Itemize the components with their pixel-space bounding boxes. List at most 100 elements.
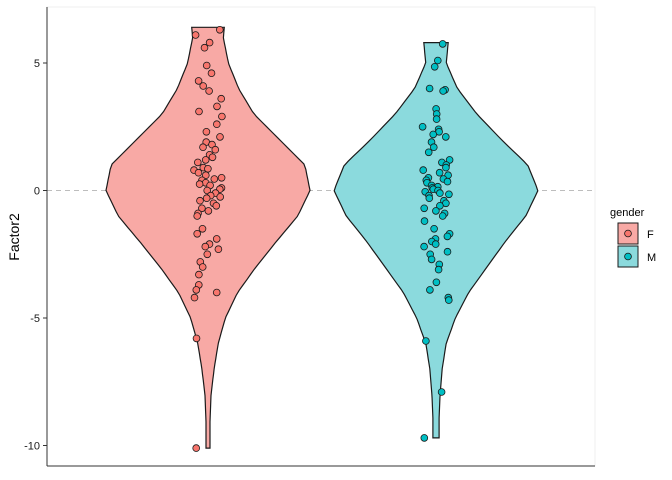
legend-key-point-F bbox=[624, 229, 632, 238]
legend-label-M: M bbox=[647, 252, 656, 264]
data-point-M bbox=[426, 286, 434, 294]
data-point-F bbox=[214, 245, 223, 254]
violin-F bbox=[105, 26, 311, 449]
data-point-F bbox=[201, 242, 210, 251]
y-tick-label: -5 bbox=[30, 313, 40, 325]
legend: gender FM bbox=[610, 207, 656, 268]
data-point-F bbox=[195, 270, 203, 279]
data-point-M bbox=[419, 166, 428, 174]
data-point-M bbox=[429, 130, 438, 139]
data-point-F bbox=[203, 186, 212, 195]
plot-panel bbox=[46, 6, 596, 467]
data-point-F bbox=[216, 25, 224, 34]
data-point-M bbox=[437, 388, 446, 396]
data-point-M bbox=[425, 84, 434, 93]
data-point-F bbox=[202, 194, 211, 203]
data-point-M bbox=[445, 190, 453, 199]
data-point-F bbox=[199, 143, 207, 152]
data-point-F bbox=[194, 158, 202, 167]
data-point-M bbox=[443, 232, 452, 241]
data-point-F bbox=[198, 225, 207, 233]
data-point-M bbox=[434, 265, 443, 274]
data-point-F bbox=[190, 293, 199, 302]
data-point-M bbox=[430, 63, 439, 71]
data-point-F bbox=[204, 207, 213, 215]
data-point-M bbox=[430, 225, 438, 233]
data-point-M bbox=[427, 255, 436, 264]
y-tick-label: 0 bbox=[34, 186, 40, 198]
points-layer bbox=[190, 25, 454, 452]
data-point-M bbox=[435, 168, 444, 177]
data-point-F bbox=[199, 82, 208, 90]
data-point-F bbox=[212, 202, 221, 210]
y-axis-title: Factor2 bbox=[6, 213, 22, 261]
data-point-M bbox=[432, 115, 441, 123]
data-point-F bbox=[191, 31, 200, 39]
data-point-M bbox=[432, 207, 440, 215]
data-point-F bbox=[192, 444, 201, 452]
data-point-F bbox=[198, 263, 207, 271]
data-point-F bbox=[212, 288, 221, 297]
y-tick-label: 5 bbox=[34, 58, 40, 70]
data-point-F bbox=[203, 250, 212, 259]
data-point-F bbox=[195, 107, 203, 116]
data-point-M bbox=[441, 133, 450, 141]
data-point-M bbox=[420, 204, 429, 213]
legend-title: gender bbox=[610, 207, 645, 219]
data-point-F bbox=[218, 112, 226, 121]
data-point-M bbox=[420, 242, 428, 251]
data-point-M bbox=[443, 247, 452, 256]
data-point-F bbox=[207, 69, 216, 77]
data-point-F bbox=[217, 174, 226, 182]
data-point-F bbox=[192, 334, 201, 343]
data-point-F bbox=[194, 168, 203, 177]
data-point-M bbox=[420, 217, 429, 225]
data-point-M bbox=[439, 87, 447, 95]
data-point-F bbox=[216, 193, 225, 201]
legend-label-F: F bbox=[647, 229, 654, 241]
data-point-F bbox=[211, 145, 220, 154]
data-point-F bbox=[216, 133, 224, 141]
data-point-M bbox=[442, 163, 450, 172]
data-point-M bbox=[420, 434, 429, 442]
data-point-F bbox=[205, 38, 214, 47]
data-point-F bbox=[217, 94, 226, 103]
legend-key-point-M bbox=[624, 252, 632, 261]
data-point-M bbox=[418, 123, 427, 131]
data-point-F bbox=[213, 102, 221, 111]
data-point-F bbox=[192, 286, 201, 294]
data-point-F bbox=[200, 43, 209, 52]
data-point-M bbox=[438, 40, 447, 48]
data-point-F bbox=[201, 156, 210, 164]
data-point-F bbox=[198, 204, 206, 213]
data-point-M bbox=[433, 56, 442, 65]
data-point-M bbox=[436, 202, 444, 210]
data-point-F bbox=[194, 77, 203, 85]
data-point-M bbox=[429, 143, 438, 152]
data-point-M bbox=[422, 337, 430, 345]
data-point-M bbox=[424, 148, 433, 157]
data-point-M bbox=[445, 156, 454, 164]
data-point-F bbox=[205, 87, 213, 95]
data-point-M bbox=[431, 240, 440, 248]
data-point-F bbox=[213, 120, 221, 128]
data-point-M bbox=[432, 278, 441, 287]
data-point-F bbox=[208, 153, 217, 162]
data-point-M bbox=[444, 296, 453, 304]
y-ticks-layer: 5 0 -5 -10 bbox=[24, 58, 47, 453]
data-point-F bbox=[202, 171, 210, 180]
data-point-F bbox=[202, 61, 211, 70]
data-point-F bbox=[202, 128, 211, 136]
data-point-F bbox=[204, 165, 212, 173]
data-point-M bbox=[436, 189, 444, 197]
data-point-F bbox=[212, 235, 221, 243]
data-point-M bbox=[438, 212, 447, 220]
data-point-F bbox=[210, 175, 219, 183]
axes-layer bbox=[46, 7, 595, 467]
data-point-M bbox=[443, 177, 452, 186]
data-point-F bbox=[193, 212, 202, 220]
data-point-M bbox=[425, 194, 434, 203]
data-point-F bbox=[196, 196, 204, 205]
data-point-F bbox=[193, 230, 202, 238]
